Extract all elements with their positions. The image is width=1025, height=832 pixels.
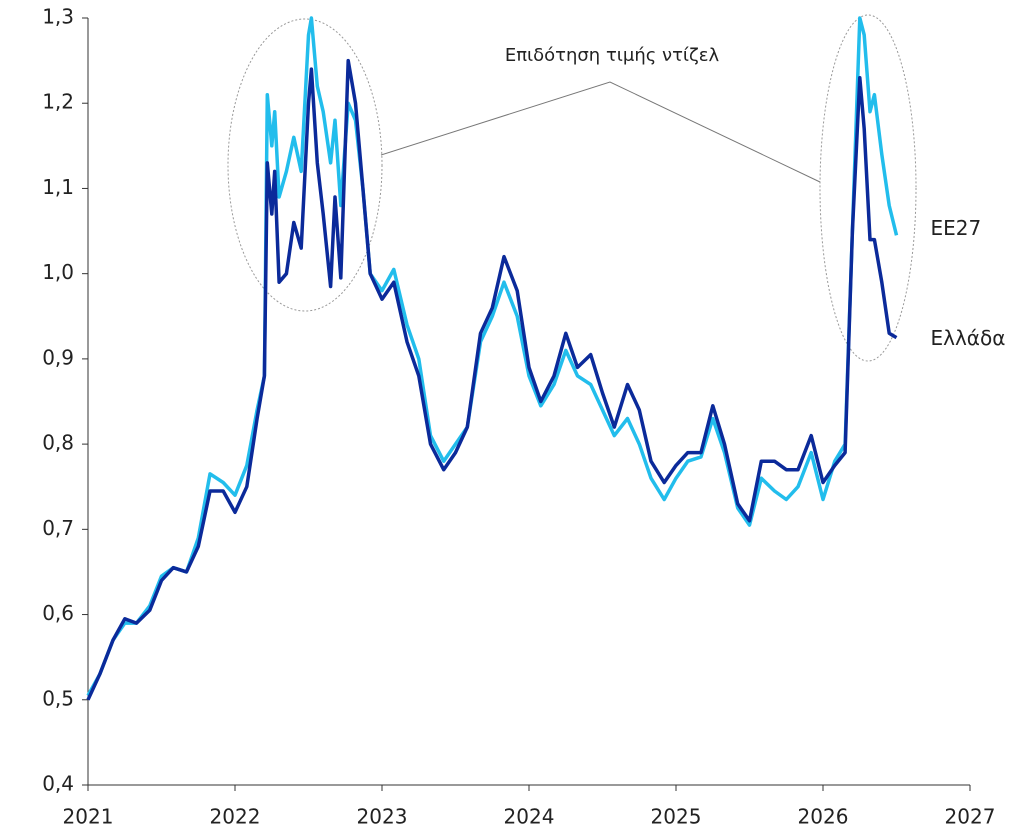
- x-tick-label: 2021: [63, 805, 114, 829]
- y-tick-label: 1,1: [42, 175, 74, 199]
- y-tick-label: 0,7: [42, 516, 74, 540]
- x-tick-label: 2025: [651, 805, 702, 829]
- y-tick-label: 1,3: [42, 5, 74, 29]
- y-tick-label: 1,2: [42, 90, 74, 114]
- y-tick-label: 0,6: [42, 601, 74, 625]
- series-line: [86, 58, 898, 701]
- x-tick-label: 2022: [210, 805, 261, 829]
- x-tick-label: 2024: [504, 805, 555, 829]
- x-tick-label: 2026: [798, 805, 849, 829]
- x-tick-label: 2027: [945, 805, 996, 829]
- series-line: [86, 16, 899, 697]
- highlight-ellipse: [819, 14, 917, 362]
- annotation-connector: [380, 81, 821, 183]
- series-label: Ελλάδα: [931, 326, 1006, 350]
- x-tick-label: 2023: [357, 805, 408, 829]
- y-tick-label: 0,4: [42, 772, 74, 796]
- highlight-ellipse: [227, 18, 383, 312]
- annotation: Επιδότηση τιμής ντίζελ: [505, 45, 720, 66]
- y-tick-label: 0,9: [42, 345, 74, 369]
- y-tick-label: 0,8: [42, 431, 74, 455]
- y-tick-label: 1,0: [42, 260, 74, 284]
- series-label: ΕΕ27: [931, 216, 982, 240]
- y-tick-label: 0,5: [42, 686, 74, 710]
